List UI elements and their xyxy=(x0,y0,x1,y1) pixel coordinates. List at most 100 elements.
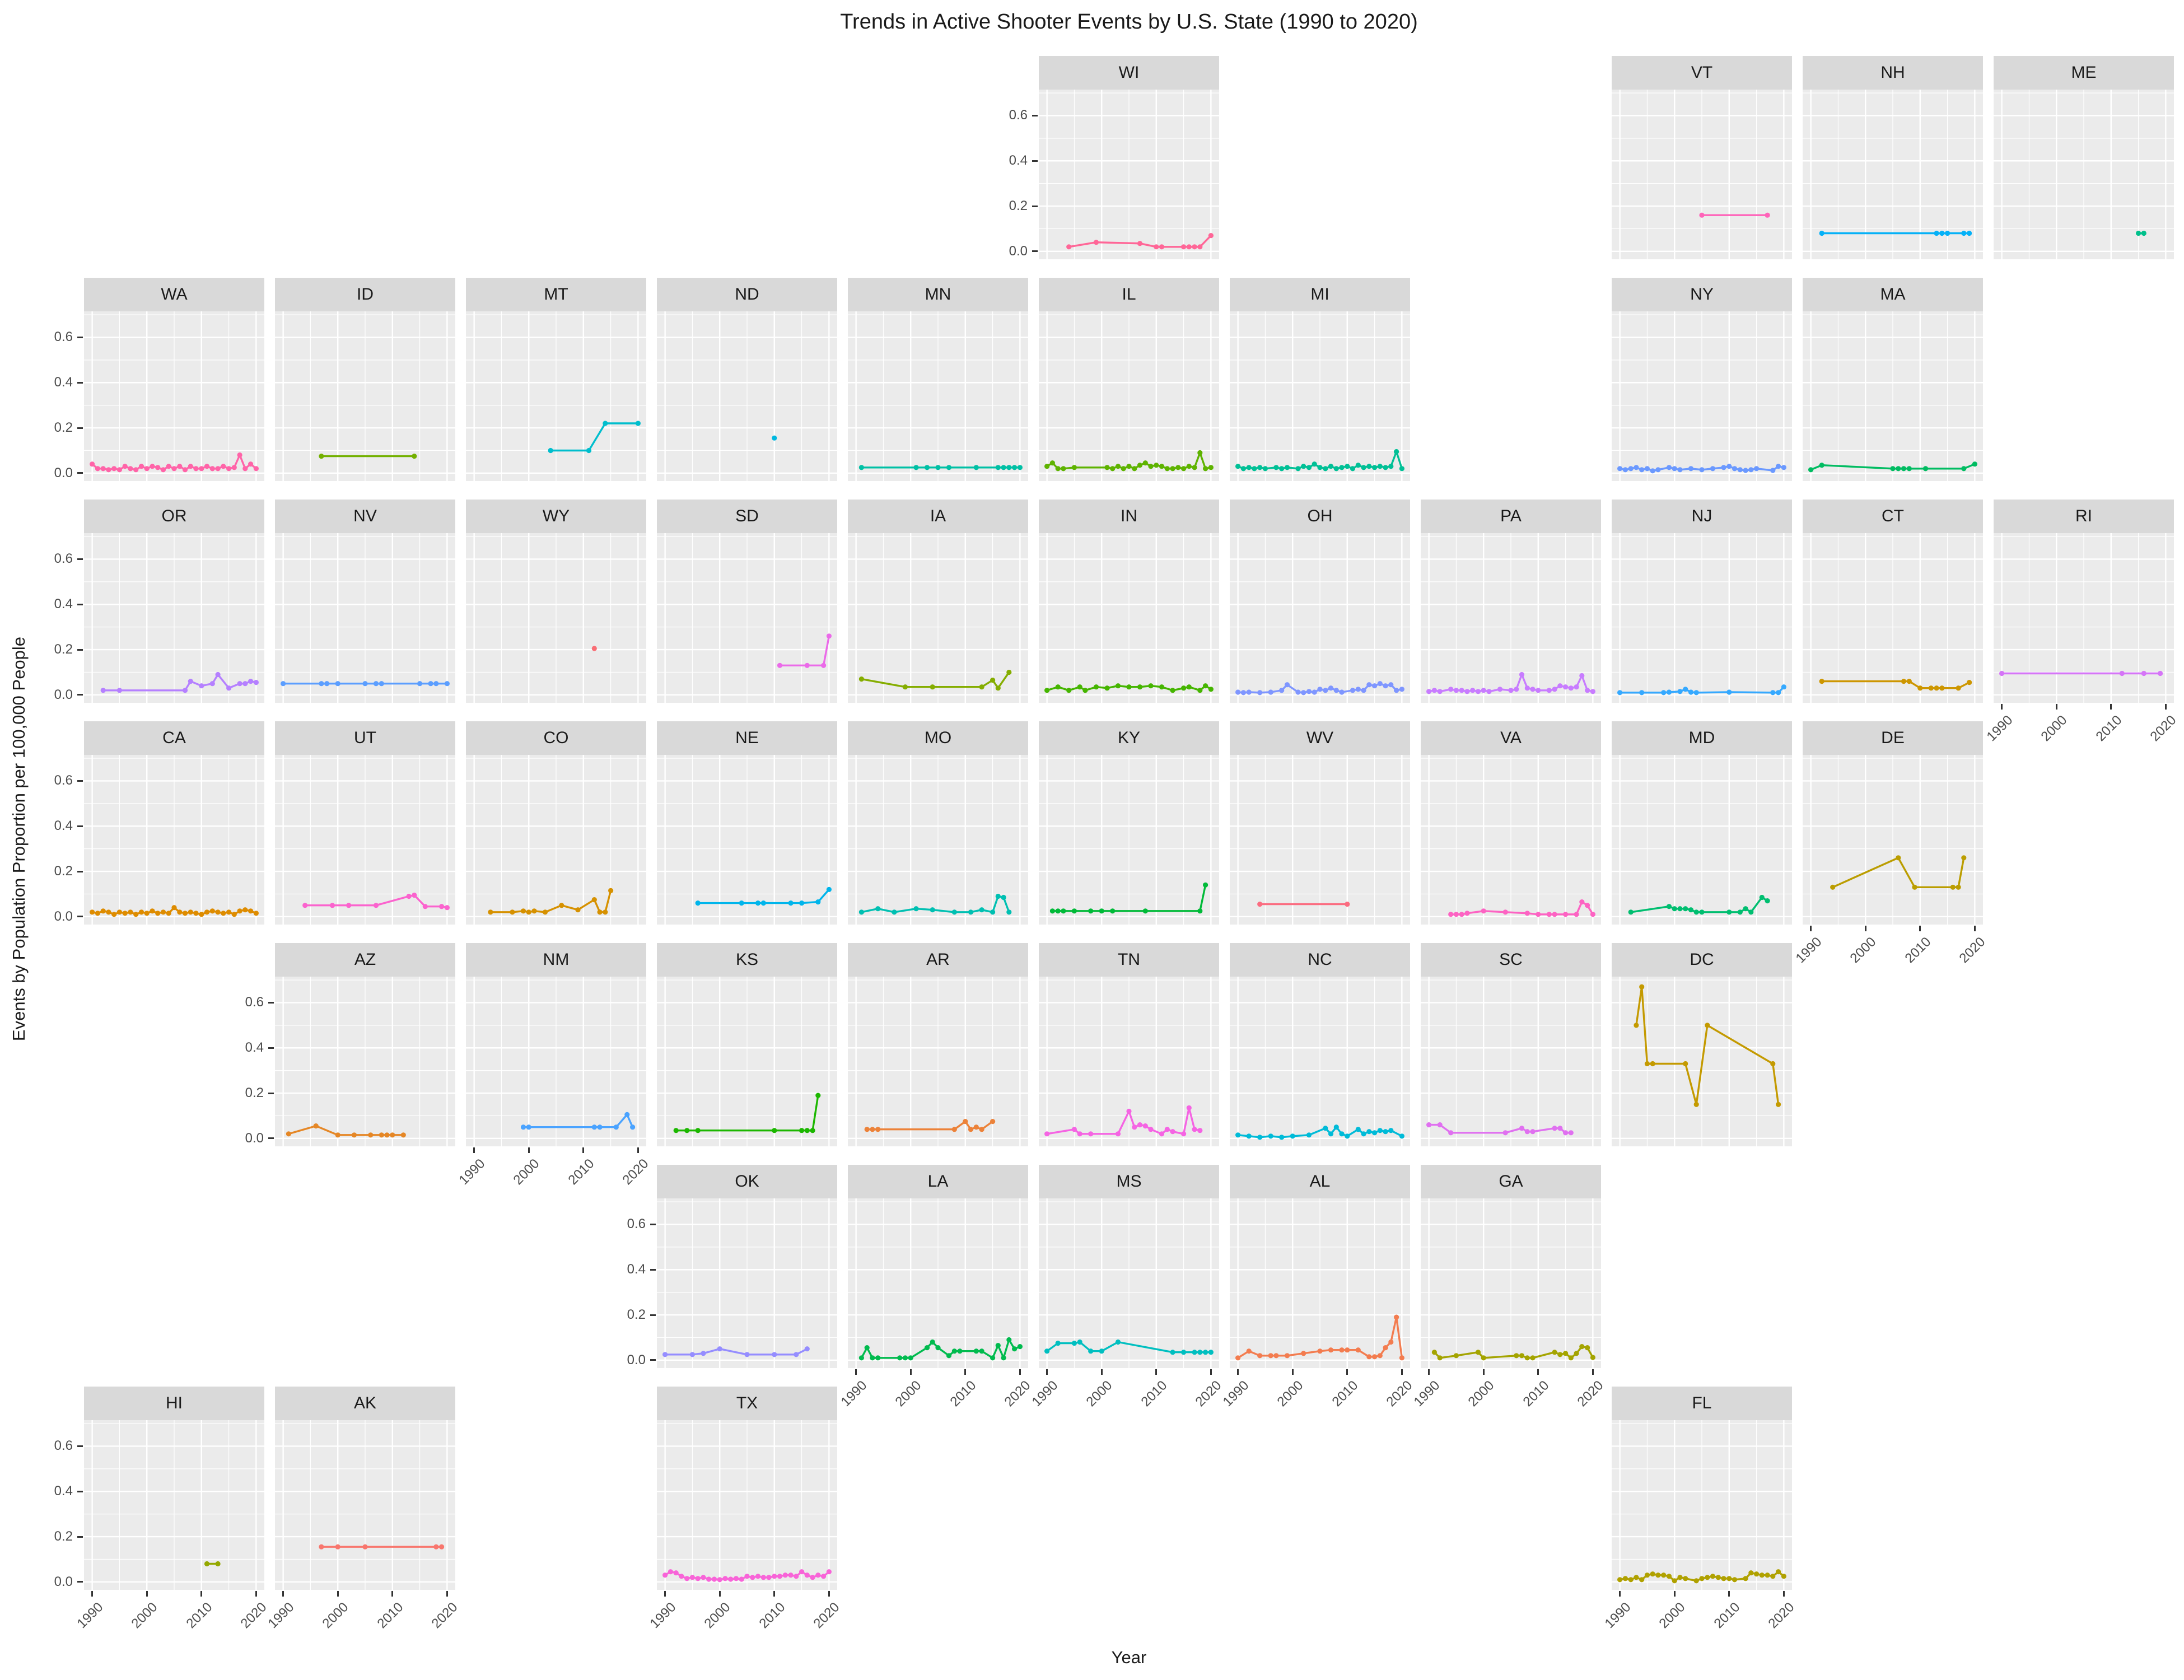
x-tick-mark xyxy=(582,1147,585,1153)
y-tick-mark xyxy=(650,1268,656,1271)
line-plot-WI xyxy=(1039,90,1219,259)
panel-TX: TX 1990 2000 2010 2020 xyxy=(647,1387,843,1631)
strip-label-GA: GA xyxy=(1421,1165,1601,1198)
x-tick-mark xyxy=(255,1591,257,1597)
x-tick-label: 2020 xyxy=(810,1599,843,1632)
y-tick-mark xyxy=(77,825,83,827)
x-tick-mark xyxy=(855,1369,857,1375)
line-plot-IA xyxy=(848,533,1028,703)
panel-VT: VT xyxy=(1612,56,1792,259)
line-plot-AR xyxy=(848,977,1028,1146)
x-tick-mark xyxy=(718,1591,721,1597)
line-plot-SD xyxy=(657,533,837,703)
line-plot-OH xyxy=(1230,533,1410,703)
line-plot-MI xyxy=(1230,311,1410,481)
x-tick-label: 2010 xyxy=(1520,1378,1552,1410)
panel-NV: NV xyxy=(275,500,455,703)
panel-DE: DE 1990 2000 2010 2020 xyxy=(1793,721,1989,966)
strip-label-ID: ID xyxy=(275,278,455,311)
y-tick-mark xyxy=(77,427,83,429)
panel-HI: HI 0.0 0.2 0.4 0.6 1990 2000 2010 2020 xyxy=(54,1387,270,1631)
panel-MA: MA xyxy=(1803,278,1983,481)
y-tick-mark xyxy=(77,1490,83,1492)
x-tick-mark xyxy=(1237,1369,1239,1375)
strip-label-MN: MN xyxy=(848,278,1028,311)
panel-NJ: NJ xyxy=(1612,500,1792,703)
y-tick-mark xyxy=(1032,160,1038,162)
strip-label-WV: WV xyxy=(1230,721,1410,755)
y-tick-label: 0.0 xyxy=(245,1130,264,1146)
y-tick-label: 0.4 xyxy=(1009,153,1028,169)
x-tick-mark xyxy=(473,1147,475,1153)
x-tick-mark xyxy=(1100,1369,1103,1375)
x-tick-label: 2020 xyxy=(1574,1378,1607,1410)
x-tick-mark xyxy=(1864,926,1866,931)
y-tick-label: 0.2 xyxy=(1009,198,1028,214)
x-tick-mark xyxy=(1401,1369,1403,1375)
panel-MD: MD xyxy=(1612,721,1792,925)
panel-MT: MT xyxy=(466,278,646,481)
strip-label-NY: NY xyxy=(1612,278,1792,311)
line-plot-NV xyxy=(275,533,455,703)
y-tick-mark xyxy=(77,603,83,605)
panel-DC: DC xyxy=(1612,943,1792,1146)
strip-label-SC: SC xyxy=(1421,943,1601,977)
y-tick-mark xyxy=(77,558,83,560)
y-tick-mark xyxy=(77,780,83,782)
y-tick-mark xyxy=(77,472,83,474)
panel-SD: SD xyxy=(657,500,837,703)
panel-VA: VA xyxy=(1421,721,1601,925)
panel-ID: ID xyxy=(275,278,455,481)
x-tick-mark xyxy=(964,1369,967,1375)
x-tick-label: 2010 xyxy=(2093,712,2125,745)
strip-label-UT: UT xyxy=(275,721,455,755)
strip-label-RI: RI xyxy=(1994,500,2174,533)
panel-RI: RI 1990 2000 2010 2020 xyxy=(1984,500,2180,744)
x-tick-label: 2000 xyxy=(2038,712,2070,745)
x-tick-label: 2000 xyxy=(1274,1378,1306,1410)
line-plot-KS xyxy=(657,977,837,1146)
line-plot-CA xyxy=(84,755,264,925)
y-tick-label: 0.2 xyxy=(54,642,73,657)
strip-label-NM: NM xyxy=(466,943,646,977)
x-tick-label: 2010 xyxy=(1138,1378,1170,1410)
line-plot-OK xyxy=(657,1198,837,1368)
x-tick-mark xyxy=(2110,704,2112,710)
y-tick-label: 0.2 xyxy=(54,420,73,436)
x-tick-mark xyxy=(1782,1591,1785,1597)
line-plot-NH xyxy=(1803,90,1983,259)
x-tick-mark xyxy=(664,1591,666,1597)
x-tick-mark xyxy=(1482,1369,1485,1375)
x-tick-label: 2020 xyxy=(619,1156,652,1188)
x-tick-label: 2000 xyxy=(1847,934,1879,967)
x-tick-label: 1990 xyxy=(1602,1599,1634,1632)
panel-IN: IN xyxy=(1039,500,1219,703)
x-tick-mark xyxy=(1346,1369,1348,1375)
x-tick-label: 2010 xyxy=(183,1599,216,1632)
x-tick-mark xyxy=(1919,926,1921,931)
strip-label-VT: VT xyxy=(1612,56,1792,90)
strip-label-MT: MT xyxy=(466,278,646,311)
panel-WY: WY xyxy=(466,500,646,703)
y-tick-label: 0.6 xyxy=(54,773,73,788)
strip-label-KY: KY xyxy=(1039,721,1219,755)
panel-NY: NY xyxy=(1612,278,1792,481)
strip-label-DC: DC xyxy=(1612,943,1792,977)
y-tick-mark xyxy=(77,1581,83,1583)
strip-label-WI: WI xyxy=(1039,56,1219,90)
panel-CT: CT xyxy=(1803,500,1983,703)
strip-label-CO: CO xyxy=(466,721,646,755)
y-tick-label: 0.4 xyxy=(245,1040,264,1056)
y-tick-label: 0.4 xyxy=(54,818,73,834)
x-tick-label: 2010 xyxy=(1329,1378,1361,1410)
x-tick-mark xyxy=(91,1591,94,1597)
panel-MS: MS 1990 2000 2010 2020 xyxy=(1029,1165,1225,1410)
line-plot-DE xyxy=(1803,755,1983,925)
strip-label-NE: NE xyxy=(657,721,837,755)
line-plot-WY xyxy=(466,533,646,703)
x-tick-mark xyxy=(1428,1369,1430,1375)
line-plot-MT xyxy=(466,311,646,481)
y-tick-label: 0.6 xyxy=(54,551,73,567)
strip-label-CT: CT xyxy=(1803,500,1983,533)
x-tick-mark xyxy=(282,1591,284,1597)
